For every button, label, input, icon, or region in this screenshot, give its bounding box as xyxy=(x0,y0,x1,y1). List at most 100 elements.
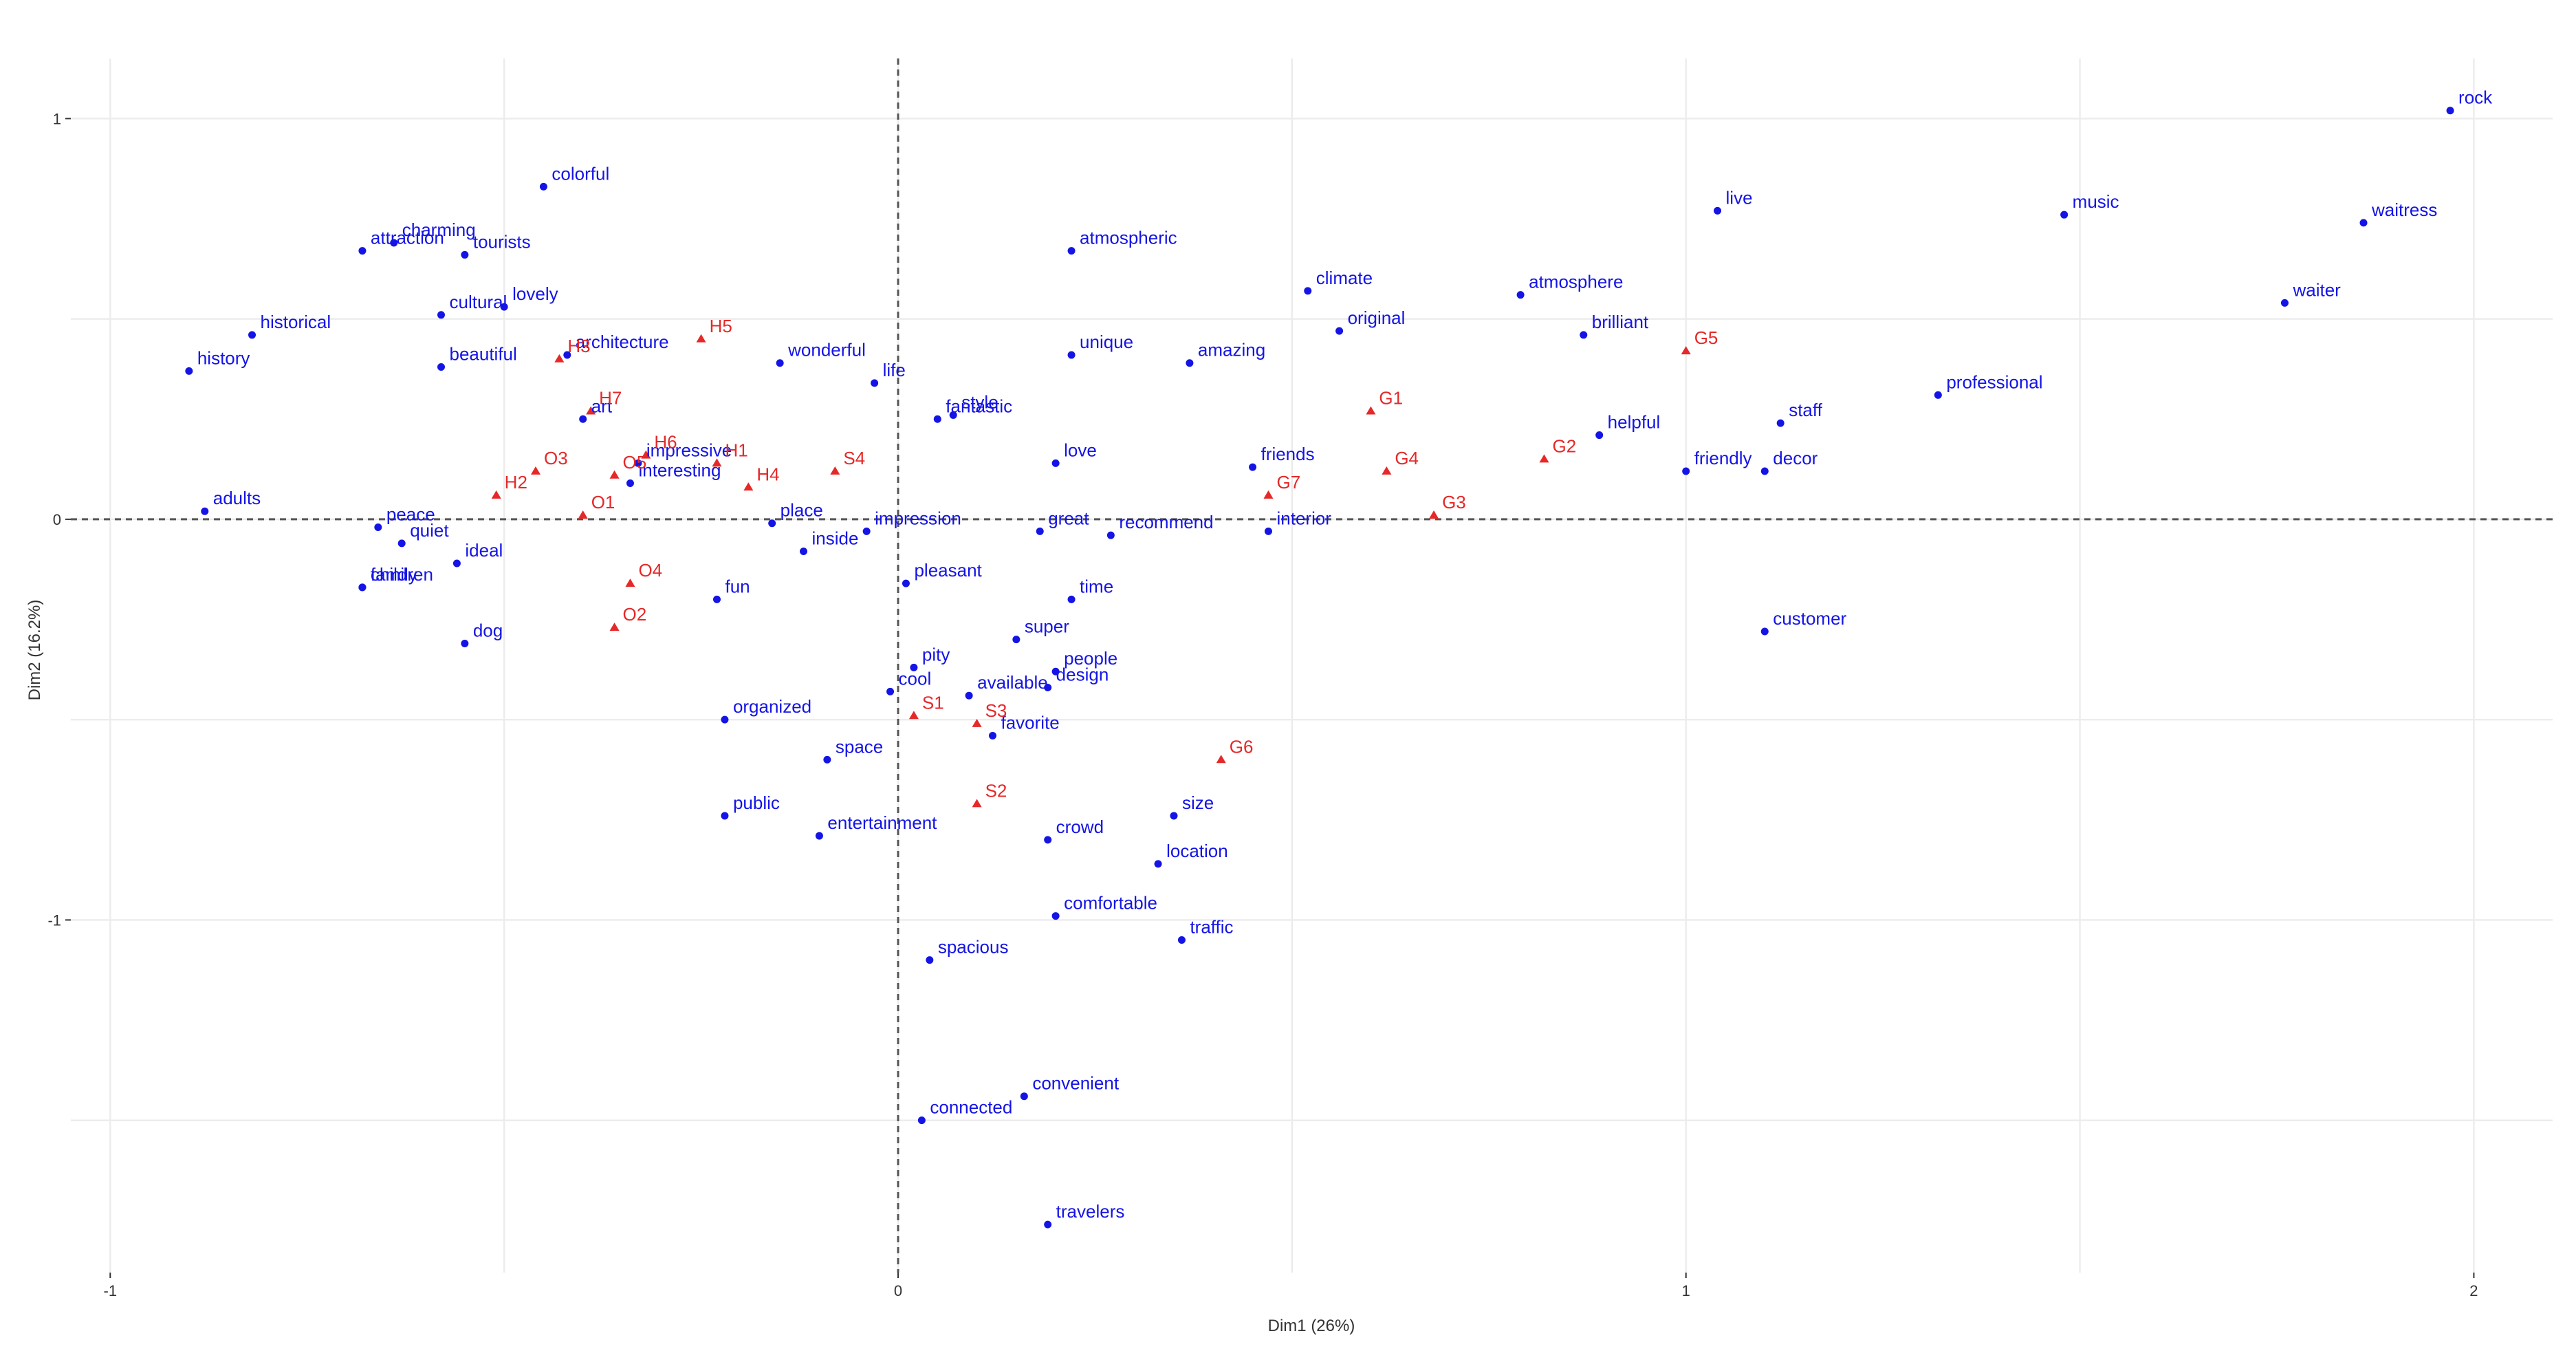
point-g2 xyxy=(1539,454,1549,463)
y-tick-label: -1 xyxy=(47,911,61,929)
point-friendly xyxy=(1682,467,1690,475)
point-children xyxy=(358,583,367,592)
point-label-traffic: traffic xyxy=(1190,917,1233,938)
point-super xyxy=(1012,636,1020,644)
point-label-g4: G4 xyxy=(1395,448,1419,468)
point-label-s3: S3 xyxy=(985,700,1007,721)
point-fantastic xyxy=(933,415,941,423)
point-h3 xyxy=(554,354,565,363)
point-label-o5: O5 xyxy=(623,452,647,473)
point-wonderful xyxy=(776,359,784,367)
point-label-colorful: colorful xyxy=(552,163,609,184)
point-spacious xyxy=(926,956,934,964)
point-label-h6: H6 xyxy=(654,432,677,453)
point-label-s1: S1 xyxy=(922,692,944,713)
point-location xyxy=(1154,860,1162,868)
point-adults xyxy=(201,507,209,515)
x-axis-title: Dim1 (26%) xyxy=(1268,1317,1355,1335)
point-love xyxy=(1051,459,1060,467)
point-label-art: art xyxy=(591,396,613,416)
point-label-interesting: interesting xyxy=(638,460,721,480)
point-label-great: great xyxy=(1048,508,1089,528)
point-great xyxy=(1036,527,1044,535)
point-label-fantastic: fantastic xyxy=(946,396,1012,416)
point-style xyxy=(949,411,957,419)
point-customer xyxy=(1760,627,1769,636)
point-label-friendly: friendly xyxy=(1694,448,1752,468)
point-label-lovely: lovely xyxy=(512,283,558,304)
point-label-people: people xyxy=(1064,648,1117,669)
point-favorite xyxy=(988,731,996,739)
point-professional xyxy=(1934,391,1942,399)
point-label-helpful: helpful xyxy=(1608,412,1661,433)
point-waitress xyxy=(2359,219,2368,227)
point-art xyxy=(579,415,587,423)
point-g4 xyxy=(1382,466,1392,475)
point-label-pleasant: pleasant xyxy=(914,560,982,581)
point-design xyxy=(1044,684,1052,692)
point-g6 xyxy=(1216,755,1226,764)
point-place xyxy=(768,519,776,528)
point-helpful xyxy=(1595,431,1604,440)
point-label-atmospheric: atmospheric xyxy=(1080,228,1177,248)
point-label-fun: fun xyxy=(725,576,750,596)
point-label-beautiful: beautiful xyxy=(449,344,516,365)
point-label-wonderful: wonderful xyxy=(787,340,866,360)
point-tourists xyxy=(461,250,469,259)
point-comfortable xyxy=(1051,912,1060,920)
point-dog xyxy=(461,639,469,647)
point-h2 xyxy=(491,490,501,499)
point-rock xyxy=(2446,107,2454,115)
point-life xyxy=(871,379,879,387)
point-label-pity: pity xyxy=(922,644,950,664)
point-h7 xyxy=(586,406,596,415)
point-g7 xyxy=(1263,490,1274,499)
point-label-spacious: spacious xyxy=(938,937,1009,958)
point-label-amazing: amazing xyxy=(1198,340,1265,360)
point-label-available: available xyxy=(977,672,1048,693)
point-label-connected: connected xyxy=(930,1097,1012,1118)
point-interior xyxy=(1264,527,1272,535)
point-traffic xyxy=(1177,936,1186,944)
point-label-quiet: quiet xyxy=(410,520,449,541)
point-g5 xyxy=(1681,346,1691,355)
point-atmosphere xyxy=(1516,291,1525,299)
point-label-h4: H4 xyxy=(756,464,779,484)
point-label-space: space xyxy=(836,736,883,757)
point-staff xyxy=(1776,419,1784,427)
point-s4 xyxy=(830,466,840,475)
point-s2 xyxy=(972,799,982,808)
point-label-history: history xyxy=(197,347,250,368)
point-label-public: public xyxy=(733,792,780,813)
point-peace xyxy=(374,523,382,532)
point-o4 xyxy=(625,579,635,587)
point-charming xyxy=(390,239,398,247)
point-amazing xyxy=(1186,359,1194,367)
point-g1 xyxy=(1366,406,1376,415)
point-label-design: design xyxy=(1056,664,1109,685)
point-h1 xyxy=(712,458,722,467)
point-label-organized: organized xyxy=(733,696,811,717)
point-label-rock: rock xyxy=(2458,87,2493,108)
point-label-o1: O1 xyxy=(591,492,615,512)
point-h5 xyxy=(696,334,706,343)
point-label-g2: G2 xyxy=(1552,436,1576,457)
point-label-travelers: travelers xyxy=(1056,1201,1125,1222)
x-tick-label: 1 xyxy=(1682,1282,1690,1299)
point-fun xyxy=(712,595,721,603)
point-label-adults: adults xyxy=(213,488,261,508)
point-o2 xyxy=(609,623,620,631)
point-beautiful xyxy=(437,363,445,371)
point-o3 xyxy=(530,466,541,475)
point-unique xyxy=(1067,351,1076,359)
point-g3 xyxy=(1429,510,1439,519)
point-label-g6: G6 xyxy=(1230,736,1254,757)
point-label-h1: H1 xyxy=(725,440,747,460)
point-label-g7: G7 xyxy=(1276,472,1300,493)
point-label-s4: S4 xyxy=(843,448,865,468)
point-label-o2: O2 xyxy=(623,604,647,625)
point-impressive xyxy=(634,459,642,467)
point-label-love: love xyxy=(1064,440,1097,460)
point-public xyxy=(721,812,729,820)
